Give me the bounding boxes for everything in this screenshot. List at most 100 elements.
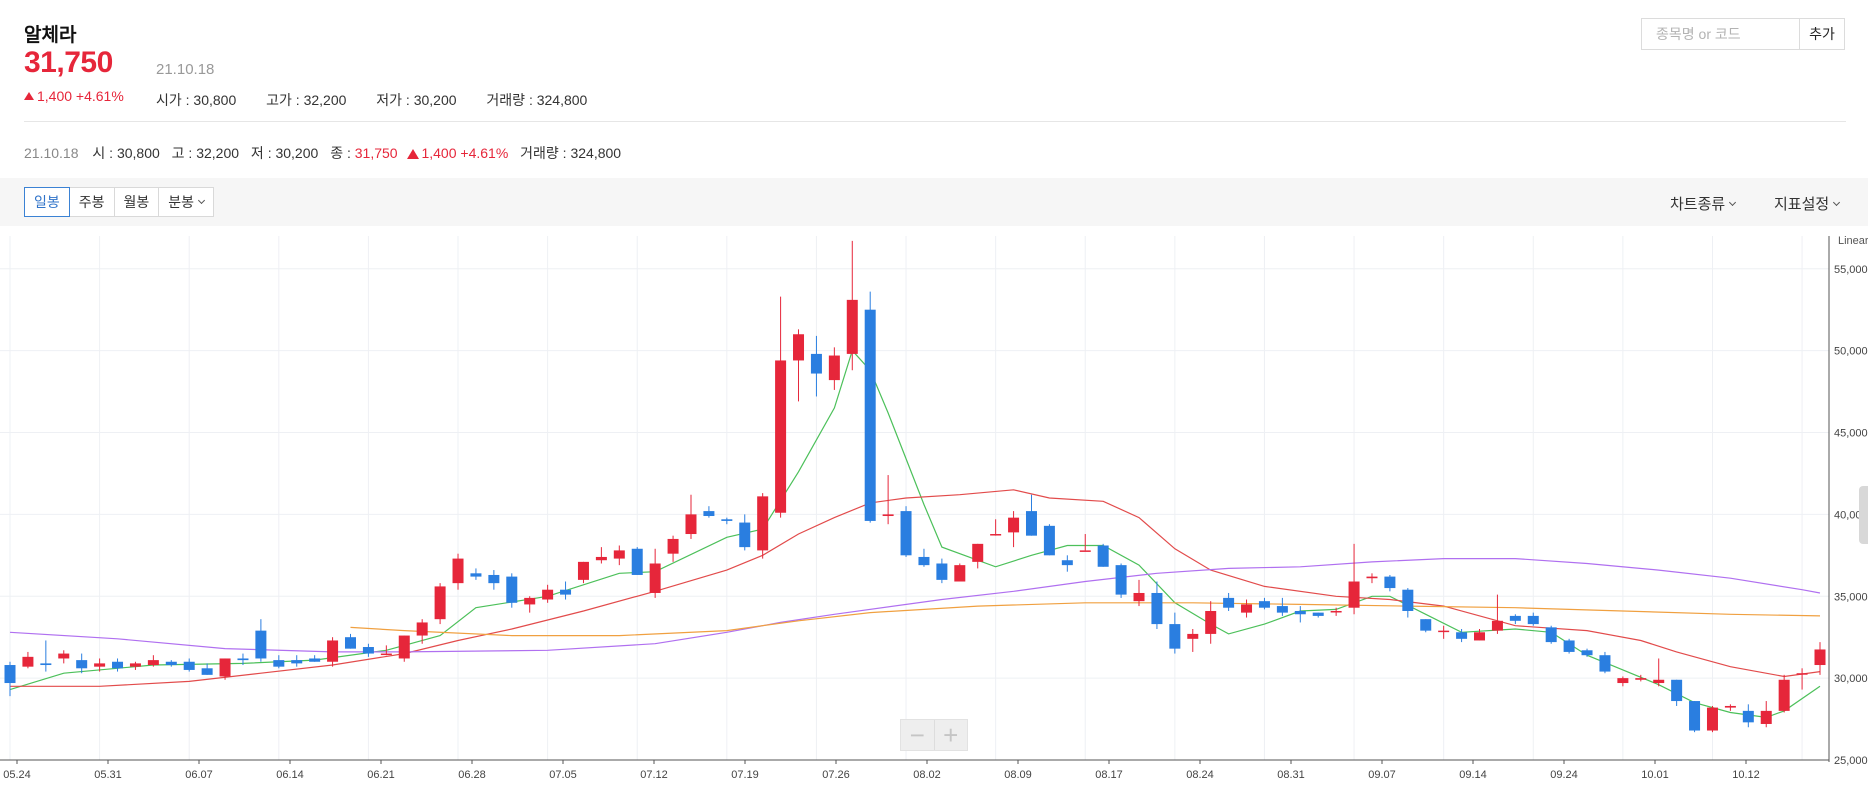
candle-body <box>739 522 751 548</box>
ohlc-summary: 시가 : 30,800 고가 : 32,200 저가 : 30,200 거래량 … <box>156 90 613 110</box>
add-button[interactable]: 추가 <box>1809 26 1835 42</box>
search-input[interactable] <box>1642 19 1800 49</box>
scale-label: Linear <box>1838 235 1868 247</box>
info-volume: 거래량 : 324,800 <box>520 145 622 161</box>
candle-body <box>685 514 697 535</box>
x-tick-label: 08.02 <box>913 769 941 781</box>
candle-body <box>219 658 231 677</box>
candle-body <box>1814 649 1826 666</box>
y-tick-label: 55,000 <box>1834 264 1868 276</box>
candle-body <box>362 647 374 654</box>
chevron-down-icon <box>1833 198 1841 206</box>
candle-body <box>273 660 285 667</box>
y-tick-label: 30,000 <box>1834 673 1868 685</box>
ma-line-ma20 <box>10 489 1821 687</box>
candle-body <box>1348 581 1360 608</box>
candle-body <box>990 534 1002 536</box>
x-tick-label: 05.24 <box>3 769 31 781</box>
x-tick-label: 07.12 <box>640 769 668 781</box>
period-minute-label: 분봉 <box>168 194 195 210</box>
candle-body <box>291 660 303 664</box>
candle-body <box>757 496 769 551</box>
indicator-settings-label: 지표설정 <box>1774 196 1830 213</box>
candle-body <box>1097 545 1109 567</box>
candle-body <box>846 299 858 354</box>
candle-body <box>452 558 464 584</box>
candle-body <box>416 622 428 636</box>
period-daily-label: 일봉 <box>34 194 60 210</box>
candle-body <box>613 550 625 559</box>
candle-body <box>1169 624 1181 649</box>
indicator-settings-dropdown[interactable]: 지표설정 <box>1774 193 1841 214</box>
chart-type-dropdown[interactable]: 차트종류 <box>1670 193 1737 214</box>
stock-chart[interactable]: Linear 25,000 30,000 35,000 40,000 45,000 50,0… <box>0 234 1868 795</box>
candle-body <box>112 661 124 669</box>
candle-body <box>560 589 572 595</box>
open-price: 시가 : 30,800 <box>156 92 237 108</box>
candle-body <box>1581 650 1593 656</box>
x-tick-label: 10.01 <box>1641 769 1669 781</box>
ma-line-ma60 <box>9 558 1821 653</box>
candle-body <box>380 653 392 656</box>
volume: 거래량 : 324,800 <box>486 92 588 108</box>
candle-body <box>1491 620 1503 631</box>
candle-body <box>810 353 822 374</box>
candle-body <box>595 556 607 561</box>
candle-body <box>434 586 446 620</box>
info-change: 1,400 +4.61% <box>421 145 509 161</box>
candle-body <box>1420 619 1432 631</box>
candle-body <box>1205 610 1217 634</box>
candle-body <box>1796 673 1808 675</box>
candle-body <box>1724 705 1736 708</box>
crosshair-info: 21.10.18 시 : 30,800 고 : 32,200 저 : 30,20… <box>24 143 621 163</box>
x-tick-label: 06.14 <box>276 769 304 781</box>
candle-body <box>524 597 536 605</box>
candle-body <box>882 514 894 517</box>
stock-name: 알체라 <box>24 25 77 46</box>
info-close: 31,750 <box>354 145 398 161</box>
info-open: 시 : 30,800 <box>92 145 160 161</box>
candle-body <box>506 576 518 603</box>
candle-body <box>309 658 321 662</box>
candle-body <box>1635 678 1647 680</box>
candle-body <box>1384 576 1396 589</box>
candle-body <box>667 538 679 554</box>
candle-body <box>1671 679 1683 702</box>
zoom-in-button[interactable]: + <box>943 720 959 750</box>
candle-body <box>918 556 930 566</box>
candle-body <box>1438 630 1450 633</box>
period-weekly-button[interactable]: 주봉 <box>69 187 115 217</box>
candle-body <box>201 668 213 675</box>
chevron-down-icon <box>1729 198 1737 206</box>
candle-body <box>165 661 177 666</box>
x-tick-label: 09.14 <box>1459 769 1487 781</box>
period-minute-button[interactable]: 분봉 <box>159 187 215 217</box>
candle-body <box>1115 565 1127 595</box>
candle-body <box>1043 525 1055 556</box>
candle-body <box>1689 701 1701 731</box>
candle-body <box>40 663 52 666</box>
x-tick-label: 08.31 <box>1277 769 1305 781</box>
search-box: 추가 <box>1641 18 1845 50</box>
x-tick-label: 06.28 <box>458 769 486 781</box>
zoom-control: − + <box>900 719 968 751</box>
candle-body <box>22 656 34 667</box>
candle-body <box>1617 678 1629 684</box>
chevron-down-icon <box>198 196 206 205</box>
candle-body <box>1527 615 1539 625</box>
candle-body <box>1151 592 1163 625</box>
period-daily-button[interactable]: 일봉 <box>24 187 70 217</box>
candle-body <box>4 665 16 684</box>
x-tick-label: 06.21 <box>367 769 395 781</box>
x-tick-label: 08.09 <box>1004 769 1032 781</box>
x-tick-label: 05.31 <box>94 769 122 781</box>
period-monthly-button[interactable]: 월봉 <box>114 187 160 217</box>
period-weekly-label: 주봉 <box>78 194 105 210</box>
x-tick-label: 09.24 <box>1550 769 1578 781</box>
x-tick-label: 07.26 <box>822 769 850 781</box>
chart-toolbar: 일봉 주봉 월봉 분봉 차트종류 지표설정 <box>0 178 1868 226</box>
candle-body <box>1241 604 1253 613</box>
zoom-out-button[interactable]: − <box>901 720 935 750</box>
scroll-handle[interactable] <box>1859 486 1868 544</box>
candle-body <box>183 661 195 670</box>
